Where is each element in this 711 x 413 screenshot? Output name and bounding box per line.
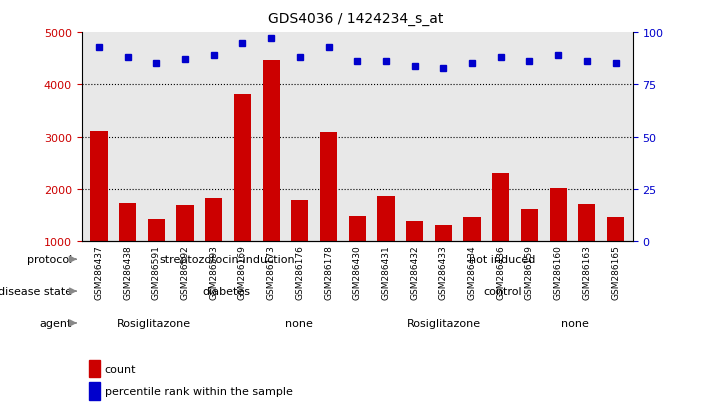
Bar — [119, 204, 137, 294]
Bar — [406, 221, 423, 294]
Bar — [578, 204, 596, 294]
Bar — [262, 61, 280, 294]
Bar — [205, 198, 223, 294]
Bar — [521, 210, 538, 294]
Bar — [148, 219, 165, 294]
Text: Rosiglitazone: Rosiglitazone — [407, 318, 481, 328]
Text: percentile rank within the sample: percentile rank within the sample — [105, 387, 293, 396]
Text: agent: agent — [40, 318, 72, 328]
Text: none: none — [285, 318, 314, 328]
Bar — [550, 189, 567, 294]
Text: count: count — [105, 364, 137, 374]
Text: control: control — [483, 286, 522, 297]
Text: disease state: disease state — [0, 286, 72, 297]
Bar — [176, 205, 193, 294]
Bar — [348, 216, 366, 294]
Bar — [90, 132, 107, 294]
Bar — [89, 360, 100, 377]
Bar — [234, 95, 251, 294]
Text: protocol: protocol — [27, 254, 72, 265]
Bar — [434, 225, 452, 294]
Bar — [607, 217, 624, 294]
Text: streptozotocin-induction: streptozotocin-induction — [159, 254, 294, 265]
Text: not induced: not induced — [469, 254, 535, 265]
Bar — [378, 196, 395, 294]
Bar — [292, 201, 309, 294]
Text: none: none — [561, 318, 589, 328]
Bar — [492, 174, 509, 294]
Bar — [320, 133, 337, 294]
Bar — [89, 382, 100, 400]
Text: Rosiglitazone: Rosiglitazone — [117, 318, 191, 328]
Bar — [464, 217, 481, 294]
Text: diabetes: diabetes — [203, 286, 251, 297]
Text: GDS4036 / 1424234_s_at: GDS4036 / 1424234_s_at — [268, 12, 443, 26]
